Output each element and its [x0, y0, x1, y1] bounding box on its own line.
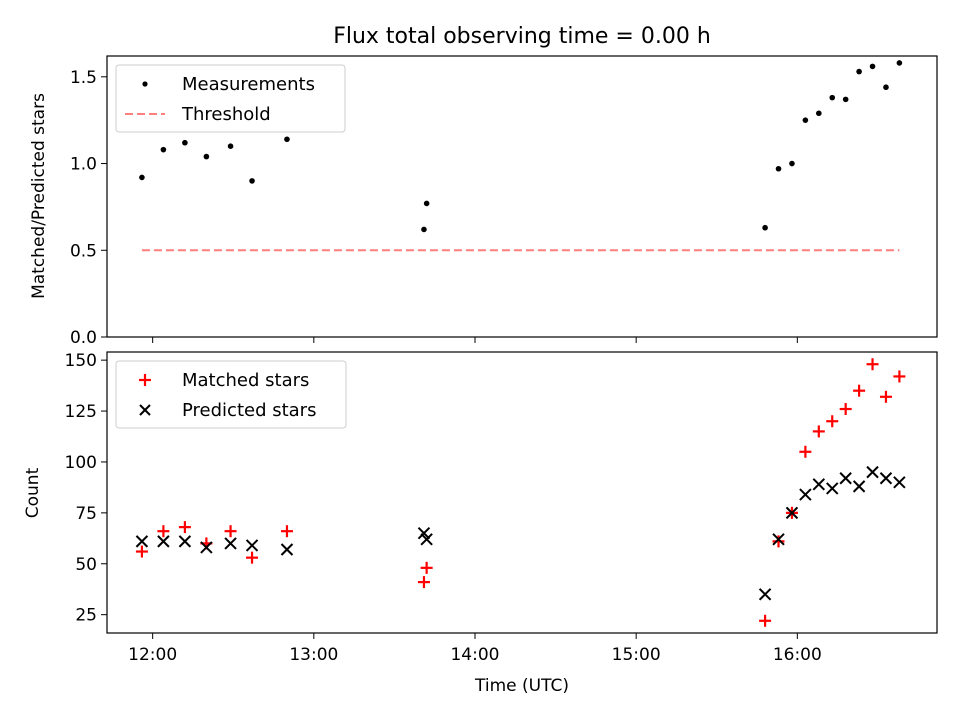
matched-star-point — [799, 445, 812, 458]
predicted-star-point — [157, 535, 170, 548]
x-tick-label: 16:00 — [773, 645, 822, 665]
measurement-point — [856, 68, 862, 75]
predicted-star-point — [839, 472, 852, 485]
ratio-panel: Matched/Predicted stars 0.0 0.5 1.0 1.5 Mea… — [29, 55, 938, 348]
measurement-point — [883, 84, 889, 91]
ratio-legend: Measurements Threshold — [115, 64, 346, 133]
predicted-star-point — [417, 527, 431, 540]
measurement-point — [160, 146, 167, 153]
matched-star-point — [879, 390, 892, 403]
measurement-point — [802, 117, 809, 123]
ratio-y-tick-label: 1.5 — [70, 68, 97, 88]
x-tick-label: 13:00 — [289, 645, 338, 665]
matched-star-point — [420, 561, 433, 574]
predicted-star-point — [799, 488, 812, 501]
predicted-star-point — [826, 482, 839, 495]
ratio-y-ticks: 0.0 0.5 1.0 1.5 — [70, 68, 107, 348]
count-y-ticks: 25 50 75 100 125 150 — [65, 351, 107, 626]
predicted-star-point — [420, 533, 433, 546]
threshold-legend-label: Threshold — [181, 104, 271, 125]
predicted-legend-label: Predicted stars — [182, 400, 316, 421]
count-panel: Count Time (UTC) 25 50 75 100 125 150 12:00 13… — [23, 351, 938, 696]
predicted-star-point — [852, 480, 866, 493]
chart-title: Flux total observing time = 0.00 h — [333, 24, 711, 49]
measurement-point — [139, 174, 145, 181]
x-tick-label: 12:00 — [128, 645, 177, 665]
predicted-star-point — [200, 541, 213, 554]
matched-star-point — [246, 551, 259, 564]
measurement-point — [284, 136, 290, 143]
count-series — [135, 358, 906, 627]
ratio-x-ticks — [152, 337, 798, 343]
count-y-tick-label: 125 — [65, 402, 97, 422]
x-axis-label: Time (UTC) — [474, 676, 569, 696]
measurements-legend-marker — [142, 81, 148, 87]
measurement-point — [816, 110, 822, 117]
matched-star-point — [826, 415, 839, 428]
predicted-star-point — [866, 465, 879, 479]
predicted-star-point — [812, 478, 826, 491]
measurement-point — [249, 178, 255, 184]
matched-star-point — [839, 403, 852, 416]
measurement-point — [869, 63, 876, 70]
matched-star-point — [759, 614, 772, 627]
count-y-tick-label: 25 — [75, 606, 97, 626]
ratio-legend-box — [115, 64, 346, 133]
predicted-star-point — [758, 588, 772, 601]
predicted-star-point — [879, 472, 893, 485]
matched-star-point — [866, 358, 879, 371]
count-y-axis-label: Count — [23, 467, 43, 518]
count-y-tick-label: 50 — [75, 555, 97, 575]
matched-star-point — [135, 545, 148, 558]
measurement-point — [789, 160, 795, 167]
measurement-point — [421, 226, 427, 233]
count-y-tick-label: 75 — [75, 504, 97, 524]
measurement-point — [829, 94, 836, 101]
measurement-point — [227, 143, 234, 149]
measurement-point — [182, 139, 188, 146]
matched-star-point — [224, 525, 237, 538]
matched-star-point — [812, 425, 825, 438]
predicted-star-point — [224, 537, 237, 550]
predicted-star-point — [280, 543, 294, 556]
matched-star-point — [893, 370, 906, 383]
ratio-series — [139, 60, 903, 252]
predicted-star-point — [893, 476, 906, 489]
count-y-tick-label: 100 — [65, 453, 97, 473]
matched-star-point — [280, 525, 293, 538]
measurement-point — [423, 200, 430, 207]
matched-star-point — [157, 525, 170, 538]
matched-star-point — [178, 521, 191, 534]
measurement-point — [775, 165, 782, 172]
measurement-point — [203, 153, 210, 160]
measurement-point — [842, 96, 849, 103]
predicted-star-point — [178, 535, 192, 548]
count-legend-box — [115, 360, 347, 429]
measurement-point — [762, 224, 768, 231]
count-x-ticks: 12:00 13:00 14:00 15:00 16:00 — [128, 633, 822, 665]
predicted-star-point — [785, 506, 799, 520]
matched-star-point — [417, 576, 430, 589]
matched-legend-marker — [139, 374, 151, 386]
ratio-y-tick-label: 0.0 — [70, 328, 97, 348]
ratio-y-tick-label: 0.5 — [70, 241, 97, 261]
count-legend: Matched stars Predicted stars — [115, 360, 347, 429]
matched-star-point — [853, 384, 866, 397]
matched-legend-label: Matched stars — [182, 370, 309, 391]
measurement-point — [896, 60, 903, 66]
matched-star-point — [772, 535, 785, 548]
measurements-legend-label: Measurements — [182, 74, 315, 95]
predicted-star-point — [135, 535, 149, 548]
x-tick-label: 14:00 — [450, 645, 499, 665]
x-tick-label: 15:00 — [612, 645, 661, 665]
ratio-y-axis-label: Matched/Predicted stars — [29, 93, 49, 299]
predicted-star-point — [772, 533, 785, 546]
ratio-y-tick-label: 1.0 — [70, 155, 97, 175]
predicted-star-point — [245, 539, 259, 552]
count-y-tick-label: 150 — [65, 351, 97, 371]
predicted-legend-marker — [139, 404, 151, 416]
